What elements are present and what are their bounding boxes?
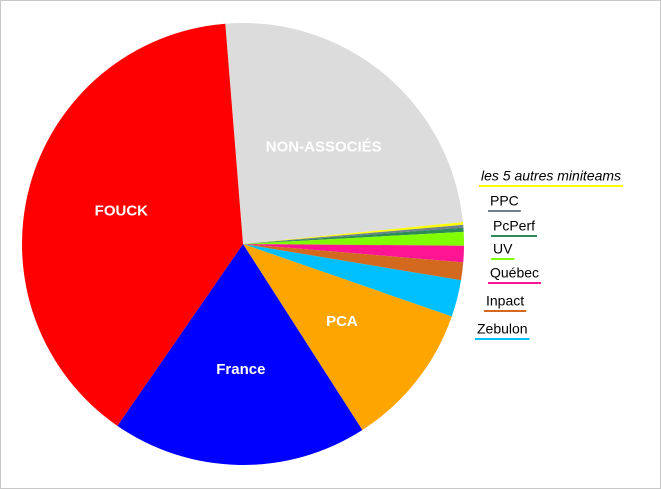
pie-slice [225,22,463,244]
legend-label: les 5 autres miniteams [481,168,621,184]
legend-label: Québec [490,265,539,281]
legend-label: UV [493,241,513,257]
slice-label: PCA [326,313,358,330]
legend-label: Zebulon [477,321,528,337]
pie-slice [21,23,243,426]
legend-label: PcPerf [493,218,535,234]
slice-label: France [216,361,265,378]
pie-slice [243,244,464,281]
pie-slice [117,244,363,465]
pie-slice [243,244,452,431]
pie-slice [243,244,464,263]
pie-slice [243,227,464,244]
pie-slice [243,244,462,317]
legend-label: PPC [490,193,519,209]
pie-slice [243,224,464,244]
pie-slice [243,222,464,244]
pie-slice [243,231,464,246]
legend-label: Inpact [486,293,524,309]
slice-label: FOUCK [95,202,148,219]
slice-label: NON-ASSOCIÉS [266,138,382,155]
